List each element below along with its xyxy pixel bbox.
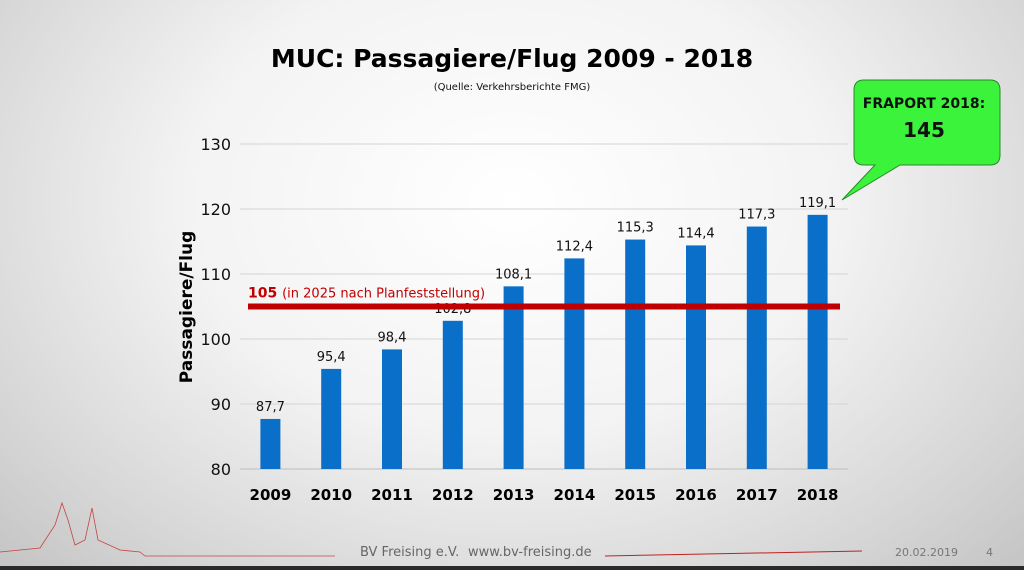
bar — [686, 245, 706, 469]
y-tick-label: 120 — [200, 200, 231, 219]
reference-line-note: (in 2025 nach Planfeststellung) — [282, 287, 485, 302]
fraport-callout: FRAPORT 2018: 145 — [852, 96, 996, 142]
callout-shape — [841, 79, 1001, 201]
footer-url: www.bv-freising.de — [468, 545, 592, 560]
reference-line-value: 105 — [248, 286, 282, 302]
skyline-line — [0, 501, 335, 557]
footer-date: 20.02.2019 — [895, 546, 958, 559]
bar — [503, 286, 524, 469]
bar — [442, 320, 463, 469]
x-tick-label: 2018 — [797, 486, 839, 504]
bar — [746, 226, 767, 469]
x-tick-label: 2010 — [310, 486, 352, 504]
bar-value-label: 87,7 — [256, 400, 285, 415]
x-tick-label: 2016 — [675, 486, 717, 504]
page-number: 4 — [986, 546, 993, 559]
bottom-bar — [0, 566, 1024, 570]
bar — [625, 239, 646, 469]
y-tick-label: 80 — [211, 460, 231, 479]
bar — [321, 368, 342, 469]
x-tick-label: 2011 — [371, 486, 413, 504]
y-tick-label: 130 — [200, 135, 231, 154]
y-tick-label: 110 — [200, 265, 231, 284]
callout-value: 145 — [903, 118, 945, 142]
x-tick-label: 2017 — [736, 486, 778, 504]
x-tick-label: 2009 — [250, 486, 292, 504]
x-tick-label: 2014 — [554, 486, 596, 504]
footer-organization: BV Freising e.V. — [360, 545, 460, 560]
bar — [260, 418, 281, 469]
bar — [382, 349, 402, 469]
reference-line-label: 105 (in 2025 nach Planfeststellung) — [248, 286, 485, 302]
bar-value-label: 108,1 — [495, 267, 532, 282]
bar — [564, 258, 585, 469]
footer-divider — [604, 550, 863, 557]
bar-value-label: 117,3 — [738, 208, 775, 223]
bar-value-label: 98,4 — [378, 330, 407, 345]
bar-value-label: 114,4 — [677, 226, 714, 241]
bar — [807, 214, 828, 469]
x-tick-label: 2013 — [493, 486, 535, 504]
bar-value-label: 119,1 — [799, 196, 836, 211]
bar-value-label: 112,4 — [556, 239, 593, 254]
x-tick-label: 2015 — [614, 486, 656, 504]
callout-label: FRAPORT 2018: — [862, 96, 986, 112]
bar-value-label: 95,4 — [317, 350, 346, 365]
y-tick-label: 100 — [200, 330, 231, 349]
y-tick-label: 90 — [211, 395, 231, 414]
x-tick-label: 2012 — [432, 486, 474, 504]
chart-title: MUC: Passagiere/Flug 2009 - 2018 — [270, 44, 754, 73]
bar-value-label: 115,3 — [617, 221, 654, 236]
chart-subtitle: (Quelle: Verkehrsberichte FMG) — [433, 82, 591, 93]
y-axis-label: Passagiere/Flug — [177, 231, 197, 384]
